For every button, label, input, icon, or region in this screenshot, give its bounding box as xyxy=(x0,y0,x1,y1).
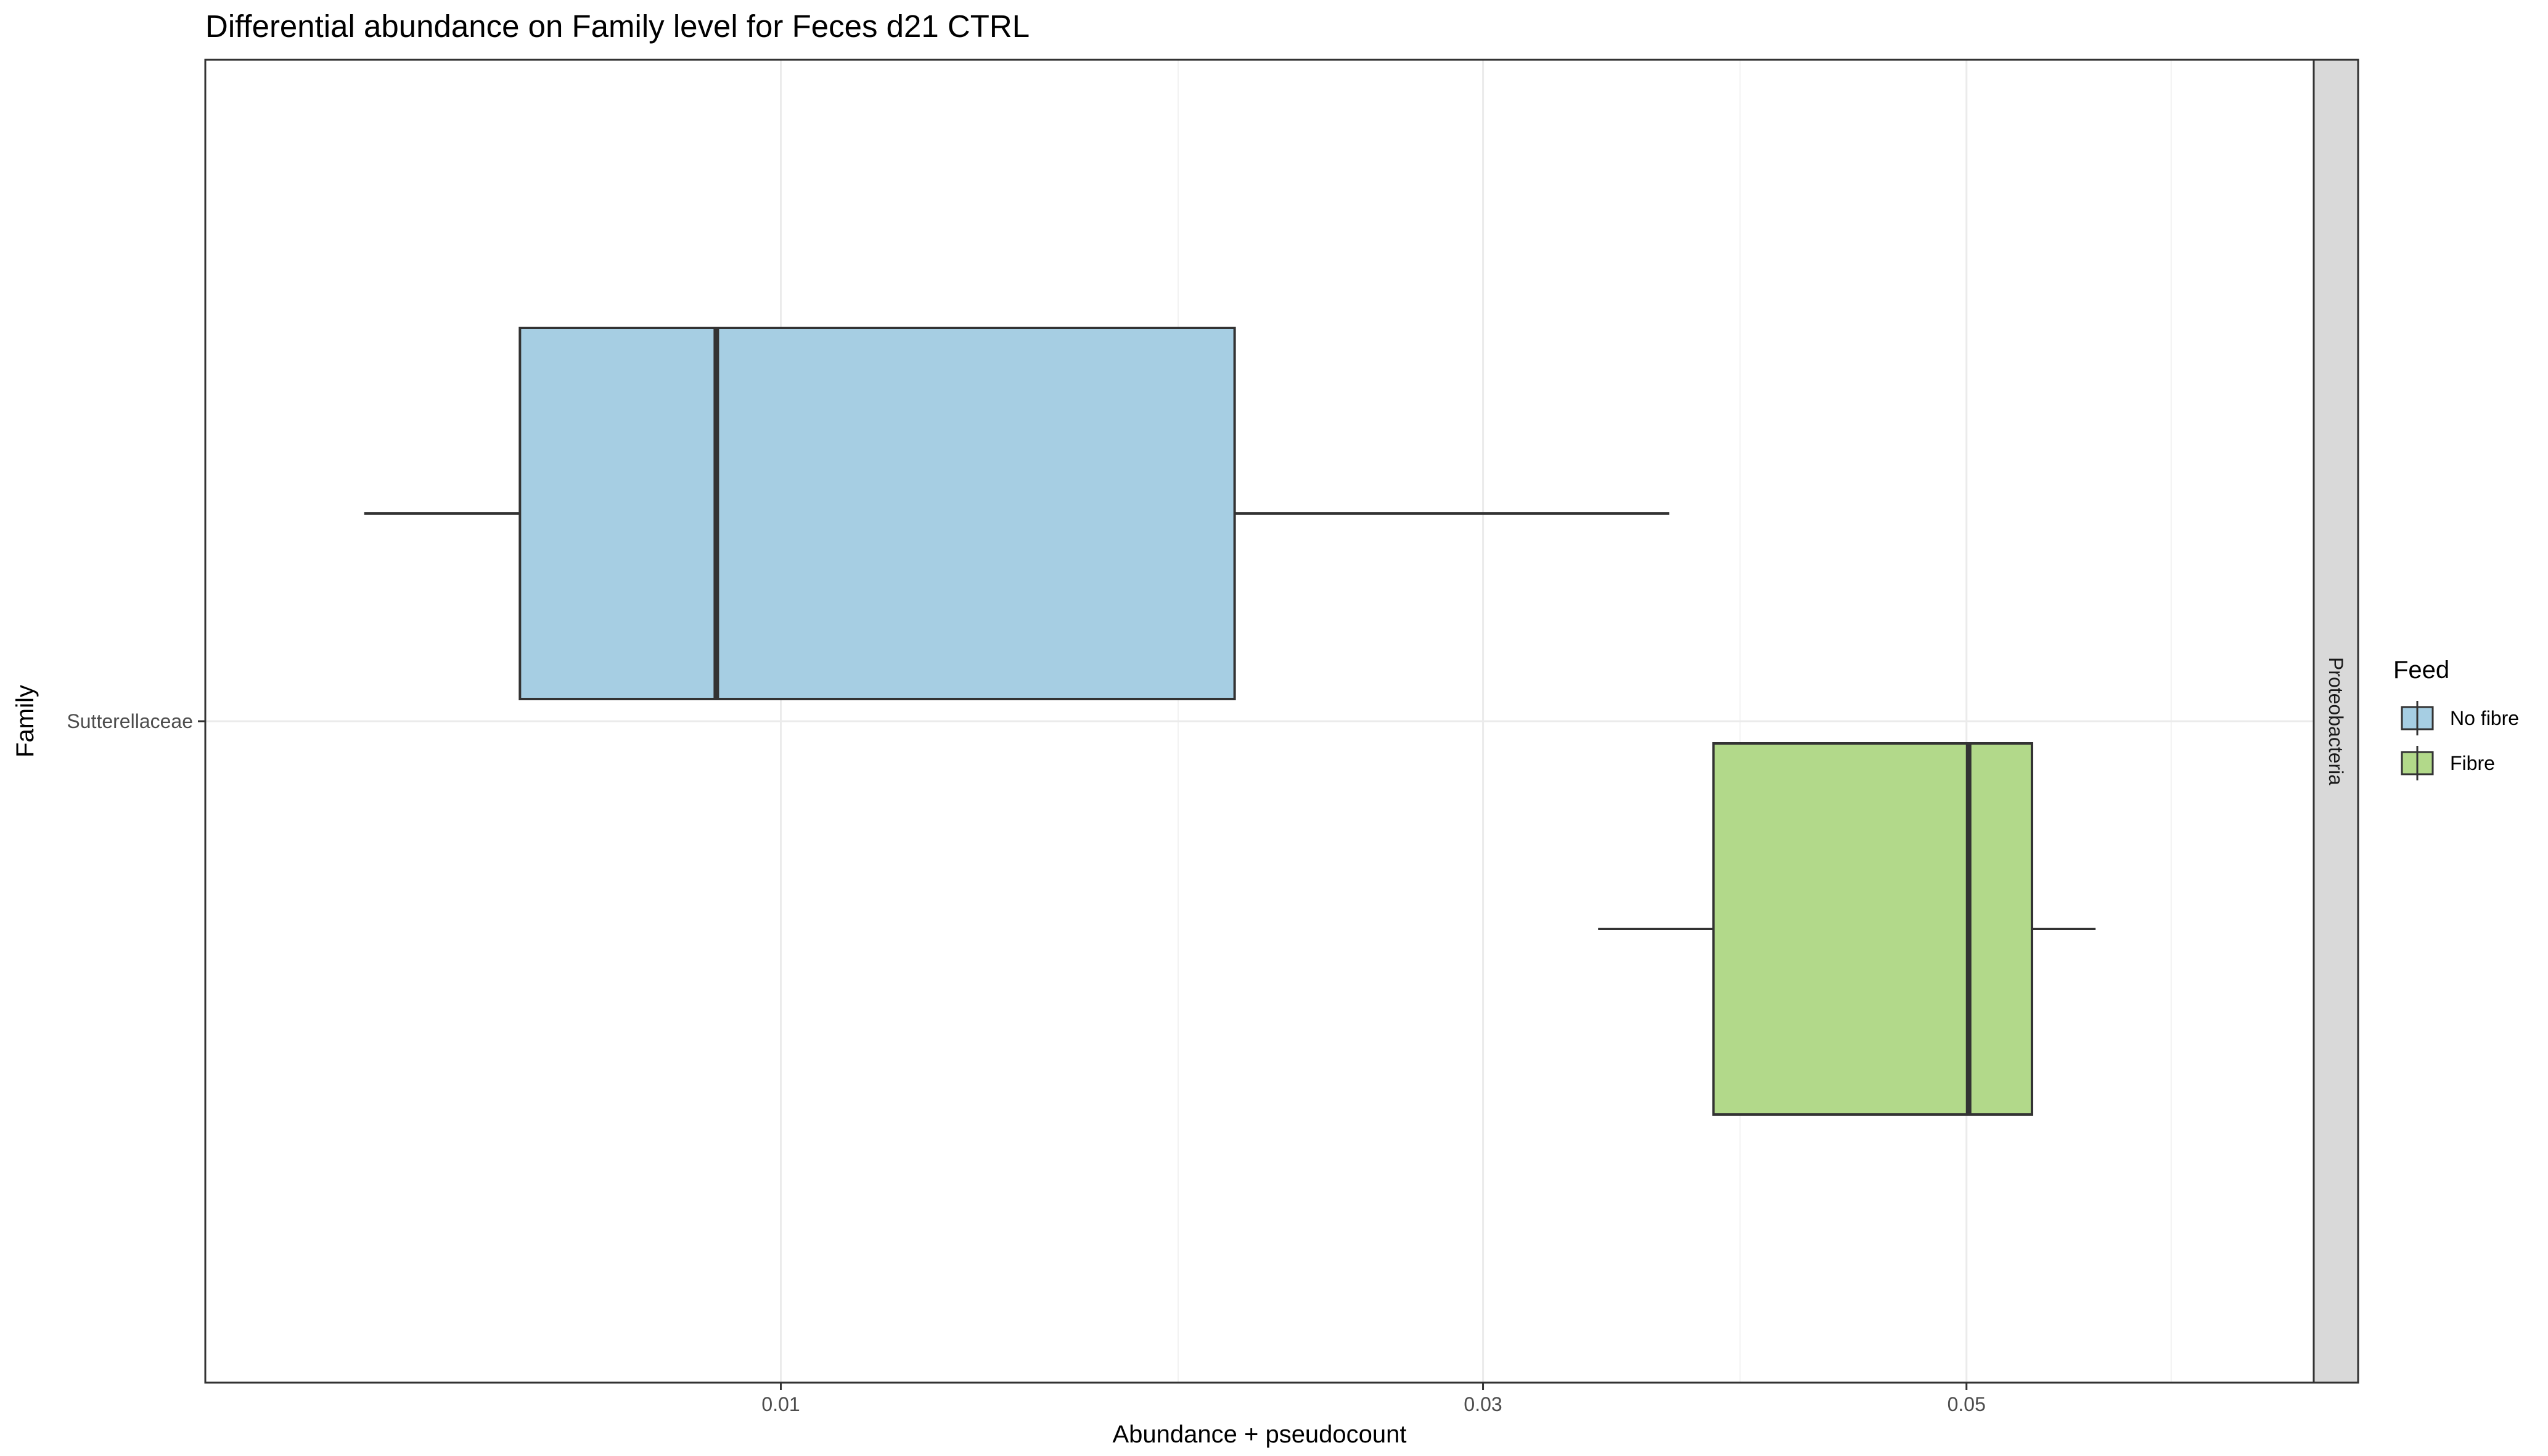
facet-strip xyxy=(2312,59,2359,1384)
x-tick-label: 0.01 xyxy=(761,1393,800,1415)
grid-layer xyxy=(205,60,2314,1383)
box-fibre xyxy=(1598,742,2096,1116)
box-iqr xyxy=(1712,742,2033,1116)
x-axis-title: Abundance + pseudocount xyxy=(1112,1421,1406,1448)
x-tick-label: 0.03 xyxy=(1464,1393,1502,1415)
box-no-fibre xyxy=(364,327,1669,700)
chart-title: Differential abundance on Family level f… xyxy=(205,9,1030,44)
y-tick-label: Sutterellaceae xyxy=(67,710,193,732)
facet-strip-label: Proteobacteria xyxy=(2325,657,2347,785)
y-axis: Sutterellaceae xyxy=(67,710,205,732)
x-tick-label: 0.05 xyxy=(1948,1393,1986,1415)
legend-label: Fibre xyxy=(2450,752,2495,774)
legend-item-fibre: Fibre xyxy=(2401,746,2495,780)
x-axis: 0.01 0.03 0.05 xyxy=(761,1383,1986,1415)
legend-item-no-fibre: No fibre xyxy=(2401,701,2519,735)
legend: Feed No fibre Fibre xyxy=(2393,656,2519,780)
box-iqr xyxy=(518,327,1236,700)
box-layer xyxy=(364,327,2096,1116)
legend-label: No fibre xyxy=(2450,707,2519,729)
legend-title: Feed xyxy=(2393,656,2449,684)
y-axis-title: Family xyxy=(12,685,39,758)
